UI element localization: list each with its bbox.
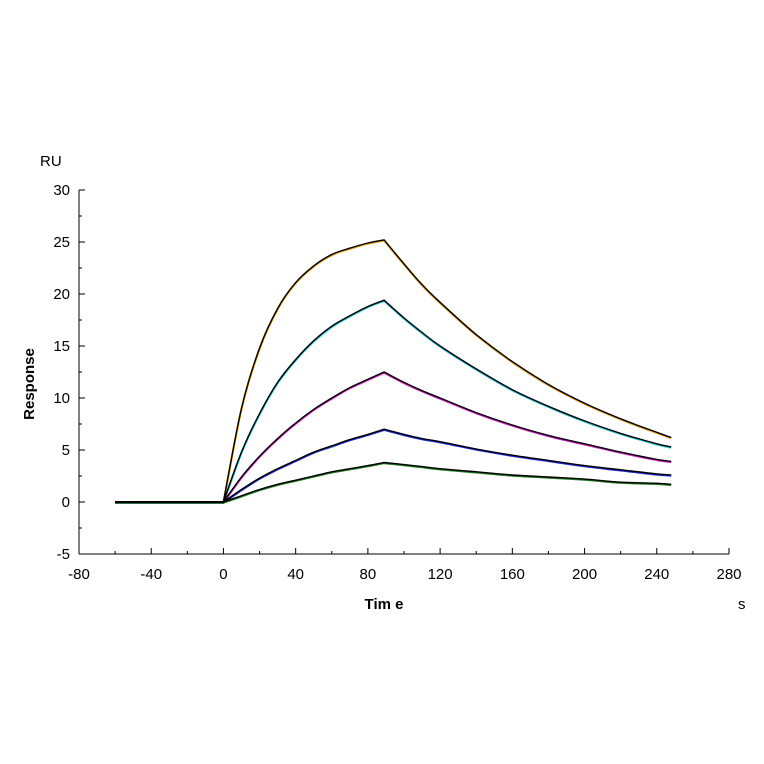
y-axis-title: Response bbox=[21, 348, 38, 420]
x-axis-title: Tim e bbox=[365, 596, 404, 613]
y-unit-label: RU bbox=[40, 153, 62, 170]
x-tick-label: 40 bbox=[287, 566, 304, 583]
fit-curve-5 bbox=[115, 461, 672, 503]
fit-curve-3 bbox=[115, 371, 672, 503]
fit-curve-1 bbox=[115, 239, 672, 503]
x-tick-label: 280 bbox=[716, 566, 741, 583]
fit-curve-4 bbox=[115, 428, 672, 503]
y-tick-label: 0 bbox=[62, 494, 70, 511]
y-tick-label: 15 bbox=[53, 338, 70, 355]
fit-curve-2 bbox=[115, 299, 672, 503]
data-series-3 bbox=[115, 371, 672, 504]
y-tick-label: 10 bbox=[53, 390, 70, 407]
x-tick-label: 80 bbox=[360, 566, 377, 583]
y-tick-label: 20 bbox=[53, 286, 70, 303]
x-tick-label: 240 bbox=[644, 566, 669, 583]
x-tick-label: 160 bbox=[500, 566, 525, 583]
x-tick-label: 200 bbox=[572, 566, 597, 583]
data-series-2 bbox=[115, 299, 672, 504]
x-tick-label: 0 bbox=[219, 566, 227, 583]
x-tick-label: -80 bbox=[68, 566, 90, 583]
x-unit-label: s bbox=[738, 596, 746, 613]
x-tick-label: -40 bbox=[140, 566, 162, 583]
series-group bbox=[115, 239, 672, 504]
data-series-5 bbox=[115, 461, 672, 504]
axes: -80 -40 0 40 80 120 160 200 240 280 -5 0 5 10 15 20 25 30 bbox=[53, 182, 741, 583]
y-tick-label: 5 bbox=[62, 442, 70, 459]
x-tick-label: 120 bbox=[428, 566, 453, 583]
y-tick-label: -5 bbox=[57, 546, 70, 563]
y-tick-label: 30 bbox=[53, 182, 70, 199]
y-tick-label: 25 bbox=[53, 234, 70, 251]
